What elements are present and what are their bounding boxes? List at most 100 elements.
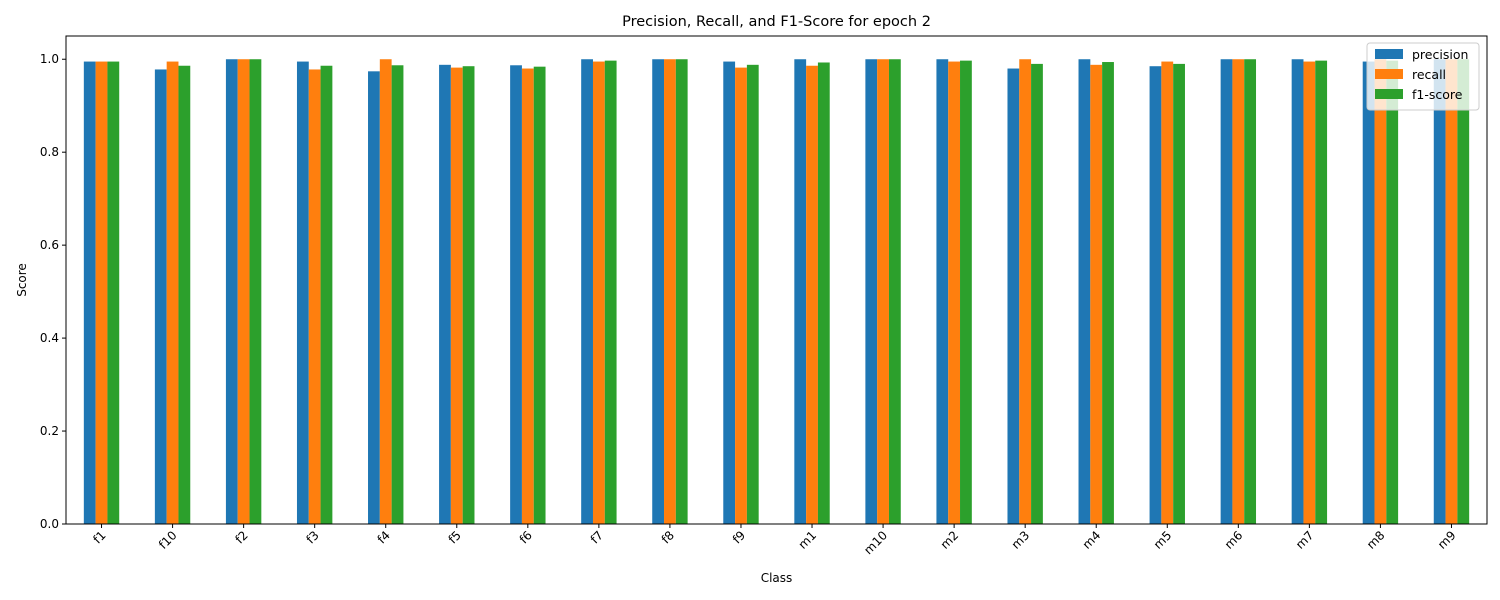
y-tick-label: 0.2	[40, 424, 59, 438]
bar-precision-f10	[154, 69, 167, 525]
bar-f1-score-m6	[1244, 59, 1257, 525]
bars-group	[83, 59, 1470, 525]
bar-recall-m5	[1161, 61, 1174, 525]
x-tick-label: m5	[1151, 528, 1175, 552]
x-tick-label: f9	[730, 528, 748, 546]
x-tick-label: m7	[1293, 528, 1317, 552]
y-tick-label: 0.0	[40, 517, 59, 531]
bar-f1-score-m8	[1386, 60, 1399, 524]
bar-recall-m8	[1374, 59, 1387, 525]
x-tick-label: f7	[588, 528, 606, 546]
bar-recall-m6	[1232, 59, 1245, 525]
y-tick-label: 0.8	[40, 145, 59, 159]
x-tick-label: f3	[304, 528, 322, 546]
bar-recall-f7	[592, 61, 605, 525]
bar-f1-score-m3	[1031, 63, 1043, 524]
x-axis: f1 f10 f2 f3 f4 f5 f6 f7 f8 f9 m1 m10 m2 m3 m4 m5 m6 m7 m8…	[90, 524, 1459, 557]
bar-precision-m3	[1007, 68, 1020, 524]
y-tick-label: 0.6	[40, 238, 59, 252]
bar-f1-score-m10	[888, 59, 901, 525]
bar-precision-m4	[1078, 59, 1091, 525]
bar-f1-score-m4	[1102, 62, 1114, 524]
y-axis-title: Score	[15, 263, 29, 297]
bar-precision-m10	[865, 59, 878, 525]
x-tick-label: f4	[375, 528, 393, 546]
bar-precision-f8	[652, 59, 665, 525]
x-tick-label: m2	[938, 528, 962, 552]
bar-f1-score-m1	[817, 62, 830, 525]
x-tick-label: f1	[90, 528, 108, 546]
bar-f1-score-m5	[1173, 63, 1185, 524]
bar-f1-score-f5	[462, 66, 475, 525]
bar-recall-f3	[308, 69, 321, 525]
bar-precision-f6	[510, 65, 522, 524]
x-tick-label: m1	[796, 528, 820, 552]
plot-frame	[65, 35, 1488, 525]
bar-f1-score-f8	[675, 59, 688, 525]
bar-recall-m9	[1445, 59, 1458, 525]
bar-f1-score-f9	[746, 64, 759, 524]
x-tick-label: m10	[861, 528, 890, 557]
bar-precision-m2	[936, 59, 949, 525]
bar-recall-m4	[1090, 64, 1103, 524]
x-tick-label: f10	[156, 528, 180, 552]
bar-precision-f9	[723, 61, 736, 525]
bar-f1-score-f2	[249, 59, 262, 525]
y-tick-label: 0.4	[40, 331, 59, 345]
bar-precision-f2	[225, 59, 238, 525]
bar-precision-f7	[581, 59, 593, 525]
bar-f1-score-f1	[107, 61, 120, 525]
bar-recall-f10	[166, 61, 179, 525]
bar-f1-score-m2	[960, 60, 972, 524]
legend-label-recall: recall	[1412, 67, 1446, 82]
x-tick-label: f8	[659, 528, 677, 546]
bar-precision-f4	[368, 71, 380, 524]
bar-precision-m9	[1433, 59, 1446, 525]
bar-precision-m6	[1220, 59, 1233, 525]
bar-f1-score-f10	[178, 65, 191, 525]
x-tick-label: f6	[517, 528, 535, 546]
bar-recall-f2	[237, 59, 250, 525]
legend: precision recall f1-score	[1366, 42, 1480, 111]
bar-f1-score-m7	[1315, 60, 1328, 524]
bar-recall-f6	[521, 68, 534, 524]
x-tick-label: m4	[1080, 528, 1104, 552]
x-tick-label: f2	[232, 528, 250, 546]
y-axis: 0.0 0.2 0.4 0.6 0.8 1.0	[40, 52, 66, 531]
bar-precision-f5	[439, 64, 451, 524]
bar-f1-score-f4	[391, 65, 404, 524]
x-tick-label: f5	[446, 528, 464, 546]
y-tick-label: 1.0	[40, 52, 59, 66]
bar-recall-f1	[95, 61, 108, 525]
x-tick-label: m3	[1009, 528, 1033, 552]
bar-recall-f5	[450, 67, 463, 524]
bar-f1-score-f7	[604, 60, 617, 524]
chart-title: Precision, Recall, and F1-Score for epoc…	[622, 14, 931, 30]
bar-recall-m10	[877, 59, 889, 525]
bar-recall-m2	[948, 61, 961, 525]
bar-precision-m7	[1291, 59, 1304, 525]
legend-label-f1-score: f1-score	[1412, 87, 1463, 102]
x-tick-label: m8	[1364, 528, 1388, 552]
bar-f1-score-f6	[533, 66, 546, 525]
legend-swatch-precision	[1375, 49, 1403, 59]
bar-recall-f9	[735, 67, 747, 524]
x-tick-label: m6	[1222, 528, 1246, 552]
bar-recall-m3	[1019, 59, 1032, 525]
bar-recall-f4	[379, 59, 392, 525]
bar-recall-m1	[806, 65, 818, 525]
bar-f1-score-f3	[320, 65, 333, 525]
x-axis-title: Class	[761, 571, 793, 585]
bar-precision-m1	[794, 59, 807, 525]
bar-recall-m7	[1303, 61, 1316, 525]
bar-precision-f1	[83, 61, 96, 525]
legend-label-precision: precision	[1412, 47, 1468, 62]
bar-f1-score-m9	[1457, 59, 1470, 525]
legend-swatch-recall	[1375, 69, 1403, 79]
bar-precision-m5	[1149, 66, 1162, 525]
bar-precision-m8	[1362, 61, 1375, 525]
legend-swatch-f1-score	[1375, 89, 1403, 99]
bar-precision-f3	[296, 61, 309, 525]
